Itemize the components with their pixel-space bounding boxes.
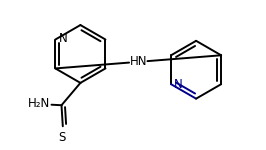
Text: N: N [59, 32, 67, 45]
Text: H₂N: H₂N [28, 97, 51, 110]
Text: S: S [58, 131, 65, 144]
Text: N: N [174, 78, 183, 91]
Text: HN: HN [130, 55, 147, 68]
